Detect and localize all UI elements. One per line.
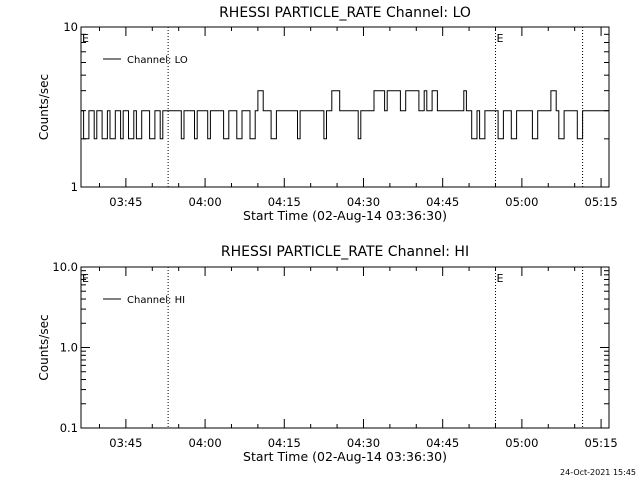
x-tick-label: 04:15 (268, 195, 301, 209)
event-marker-label: E (82, 272, 89, 285)
x-tick-label: 03:45 (109, 436, 142, 450)
x-tick-label: 04:30 (347, 436, 380, 450)
hi-channel-panel: RHESSI PARTICLE_RATE Channel: HI 0.1 1.0 10… (37, 244, 618, 464)
x-tick-label: 04:30 (347, 195, 380, 209)
event-marker-label: E (496, 32, 503, 45)
x-tick-label: 04:15 (268, 436, 301, 450)
y-axis-label: Counts/sec (37, 74, 51, 140)
series-line (81, 90, 609, 140)
y-axis-label: Counts/sec (37, 314, 51, 380)
x-tick-label: 05:00 (505, 436, 538, 450)
x-tick-label: 04:45 (426, 195, 459, 209)
y-tick-label: 0.1 (60, 421, 78, 435)
event-marker-label: E (82, 32, 89, 45)
event-marker-label: E (496, 272, 503, 285)
x-tick-label: 05:15 (585, 195, 618, 209)
x-tick-label: 05:00 (505, 195, 538, 209)
x-tick-label: 04:00 (189, 436, 222, 450)
legend-label: Channel: LO (127, 55, 188, 66)
x-tick-label: 04:00 (189, 195, 222, 209)
y-tick-label: 1 (71, 180, 78, 194)
plot-frame (80, 266, 610, 429)
y-tick-label: 10.0 (52, 260, 78, 274)
chart-title: RHESSI PARTICLE_RATE Channel: HI (221, 244, 469, 260)
x-tick-label: 03:45 (109, 195, 142, 209)
x-axis-label: Start Time (02-Aug-14 03:36:30) (243, 449, 447, 464)
x-axis-label: Start Time (02-Aug-14 03:36:30) (243, 208, 447, 223)
lo-channel-panel: RHESSI PARTICLE_RATE Channel: LO 1 10 03:45… (37, 5, 618, 223)
y-tick-label: 10 (63, 20, 78, 34)
chart-title: RHESSI PARTICLE_RATE Channel: LO (219, 5, 471, 21)
plot-frame (80, 26, 610, 188)
footer-timestamp: 24-Oct-2021 15:45 (560, 468, 636, 477)
y-tick-label: 1.0 (60, 341, 78, 355)
x-tick-label: 04:45 (426, 436, 459, 450)
x-tick-label: 05:15 (585, 436, 618, 450)
legend-label: Channel: HI (127, 295, 185, 306)
